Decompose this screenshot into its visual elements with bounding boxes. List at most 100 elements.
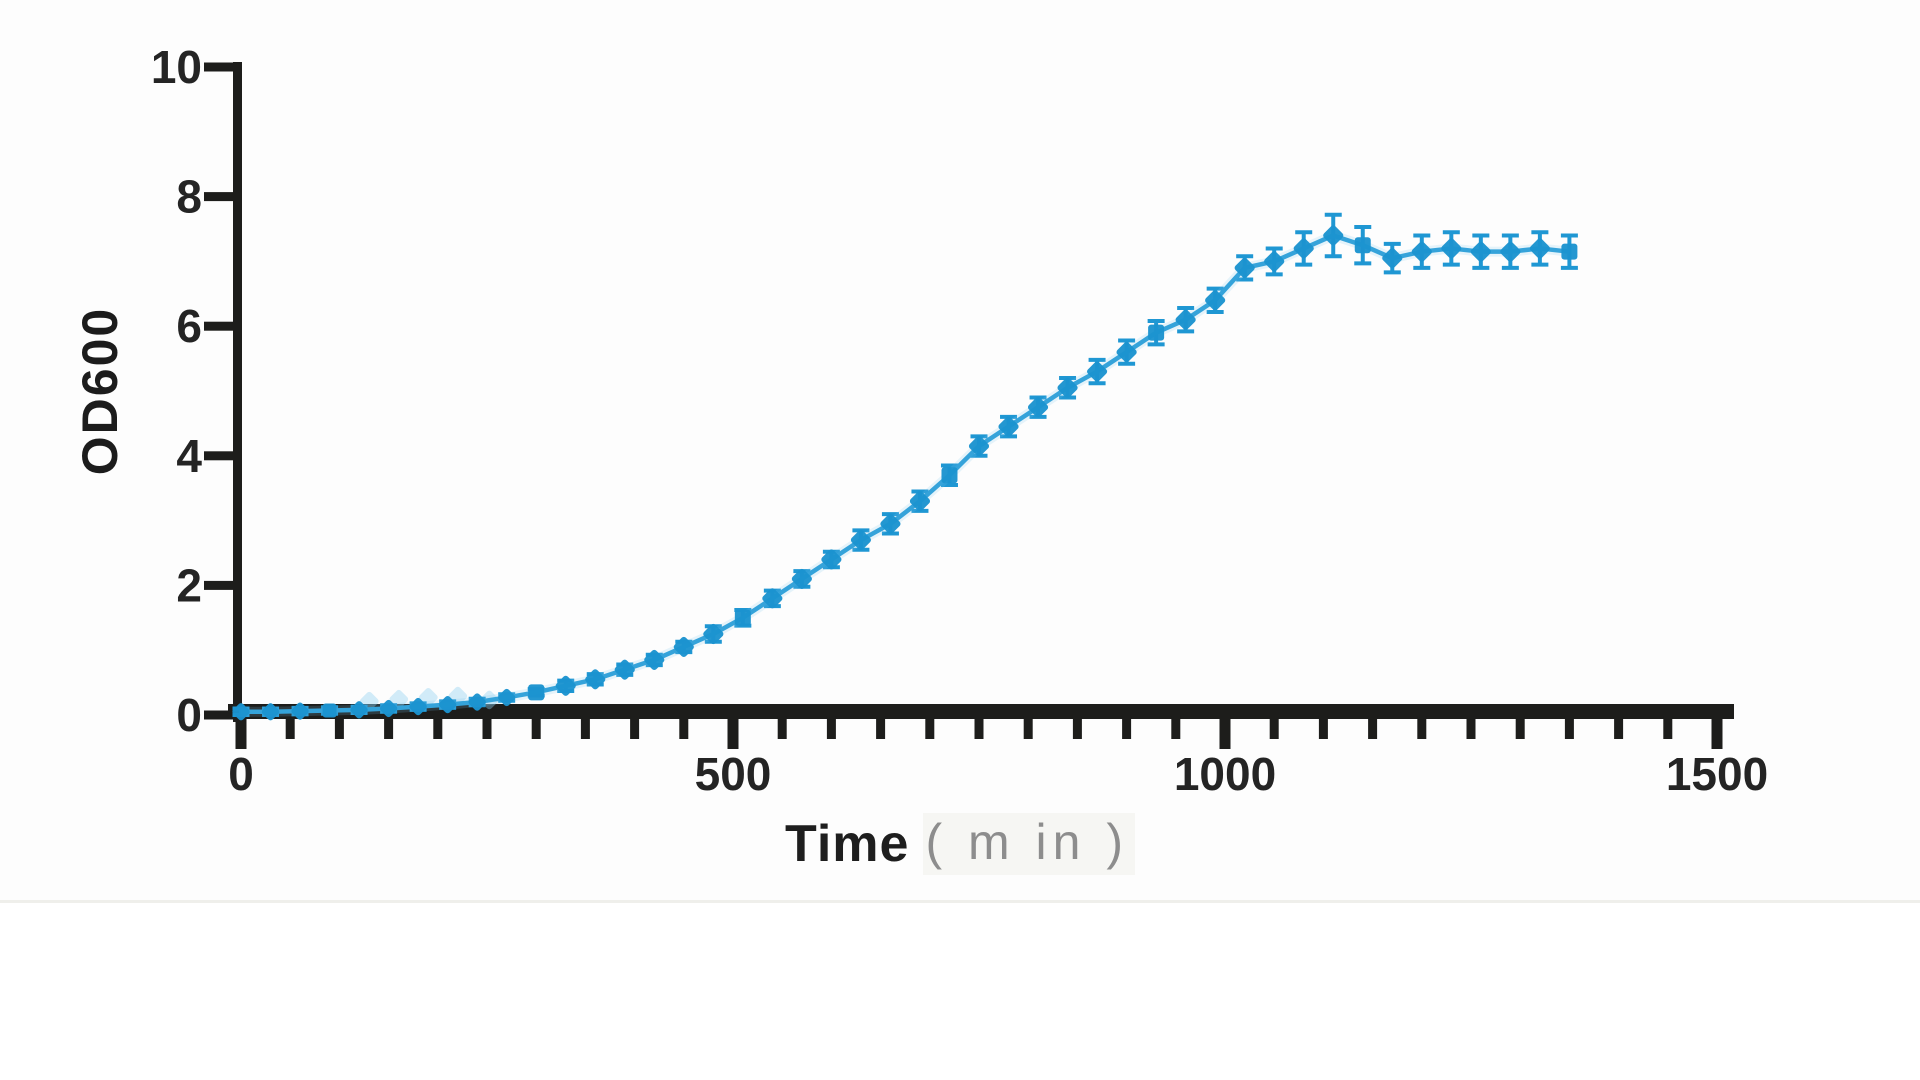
- y-tick: [204, 580, 233, 590]
- data-point-marker: [409, 697, 427, 716]
- x-tick-minor: [580, 716, 590, 739]
- x-tick-major: [1711, 716, 1723, 749]
- y-tick-label: 6: [176, 300, 202, 352]
- x-axis-title-text: Time: [785, 815, 910, 873]
- x-tick-minor: [531, 716, 541, 739]
- data-point-marker: [1057, 377, 1078, 398]
- data-point-marker: [1500, 241, 1521, 262]
- data-point-marker: [998, 416, 1019, 437]
- x-tick-minor: [384, 716, 394, 739]
- x-tick-major: [1219, 716, 1231, 749]
- data-point-marker: [968, 436, 990, 457]
- x-tick-minor: [1614, 716, 1624, 739]
- y-tick-label: 8: [176, 171, 202, 223]
- x-tick-minor: [334, 716, 344, 739]
- x-tick-minor: [285, 716, 295, 739]
- x-tick-label: 0: [228, 748, 254, 800]
- data-point-marker: [1411, 241, 1432, 262]
- data-point-marker: [585, 669, 606, 690]
- x-tick-minor: [1663, 716, 1673, 739]
- x-tick-minor: [1023, 716, 1033, 739]
- data-point-marker: [850, 529, 871, 551]
- x-tick-minor: [679, 716, 689, 739]
- data-point-marker: [1148, 324, 1165, 341]
- data-point-marker: [1205, 290, 1226, 311]
- data-point-marker: [1234, 257, 1255, 278]
- data-point-marker: [880, 513, 901, 534]
- x-axis-title-unit: ( m in ): [923, 813, 1135, 875]
- x-tick-minor: [974, 716, 984, 739]
- y-axis: 0 2 4 6 8 10: [151, 41, 242, 741]
- data-point-marker: [1264, 251, 1285, 272]
- data-point-marker: [498, 688, 516, 707]
- y-axis-title: OD600: [72, 306, 128, 476]
- data-point-marker: [1382, 248, 1403, 269]
- data-point-marker: [1354, 237, 1371, 254]
- x-tick-minor: [925, 716, 935, 739]
- x-tick-label: 1500: [1666, 748, 1768, 800]
- data-point-marker: [379, 699, 398, 718]
- x-tick-minor: [1318, 716, 1328, 739]
- x-tick-minor: [826, 716, 836, 739]
- x-tick-minor: [876, 716, 886, 739]
- x-tick-minor: [1564, 716, 1574, 739]
- growth-curve-line-halo: [241, 230, 1570, 717]
- data-point-marker: [673, 636, 694, 658]
- x-tick-minor: [1269, 716, 1279, 739]
- y-tick: [204, 321, 233, 331]
- x-tick-minor: [1466, 716, 1476, 739]
- x-axis-title: Time ( m in ): [700, 810, 1220, 878]
- data-point-marker: [1561, 243, 1578, 260]
- data-point-marker: [791, 568, 812, 589]
- data-point-marker: [468, 693, 486, 711]
- x-tick-major: [235, 716, 247, 749]
- data-point-marker: [1323, 225, 1344, 246]
- data-point-marker: [232, 703, 250, 721]
- x-tick-minor: [482, 716, 492, 739]
- data-point-marker: [909, 491, 931, 512]
- data-point-marker: [614, 659, 635, 680]
- y-tick: [204, 451, 233, 461]
- data-point-marker: [438, 695, 457, 714]
- x-tick-minor: [1515, 716, 1525, 739]
- data-point-marker: [291, 702, 309, 720]
- x-tick-label: 1000: [1174, 748, 1276, 800]
- data-point-marker: [1441, 238, 1462, 259]
- data-point-marker: [941, 467, 958, 484]
- y-tick-label: 2: [176, 559, 202, 611]
- growth-curve-line: [241, 233, 1570, 715]
- data-point-marker: [734, 609, 751, 626]
- data-series-od600: [232, 212, 1578, 721]
- y-tick-label: 10: [151, 41, 202, 93]
- data-point-marker: [350, 701, 368, 719]
- y-tick: [204, 710, 233, 720]
- x-axis: 0 500 1000 1500: [228, 704, 1768, 800]
- data-point-marker: [1293, 238, 1314, 259]
- data-point-marker: [1529, 238, 1550, 259]
- x-tick-minor: [777, 716, 787, 739]
- data-point-marker: [821, 549, 842, 570]
- data-point-marker: [1116, 342, 1137, 363]
- x-tick-minor: [1072, 716, 1082, 739]
- y-tick-label: 4: [176, 430, 202, 482]
- data-point-marker: [762, 588, 783, 609]
- x-tick-major: [727, 716, 739, 749]
- x-tick-minor: [1368, 716, 1378, 739]
- bottom-whitespace: [0, 903, 1920, 1080]
- data-point-marker: [703, 623, 724, 645]
- y-tick: [204, 62, 233, 72]
- data-point-marker: [644, 649, 665, 670]
- y-axis-spine: [233, 62, 242, 722]
- data-point-marker: [1175, 309, 1196, 330]
- x-tick-minor: [433, 716, 443, 739]
- data-point-marker: [1087, 361, 1108, 382]
- data-point-marker: [261, 703, 280, 721]
- x-tick-minor: [630, 716, 640, 739]
- y-tick: [204, 192, 233, 202]
- y-tick-label: 0: [176, 689, 202, 741]
- data-point-marker: [528, 684, 545, 701]
- data-point-marker: [1470, 241, 1491, 262]
- x-tick-minor: [1122, 716, 1132, 739]
